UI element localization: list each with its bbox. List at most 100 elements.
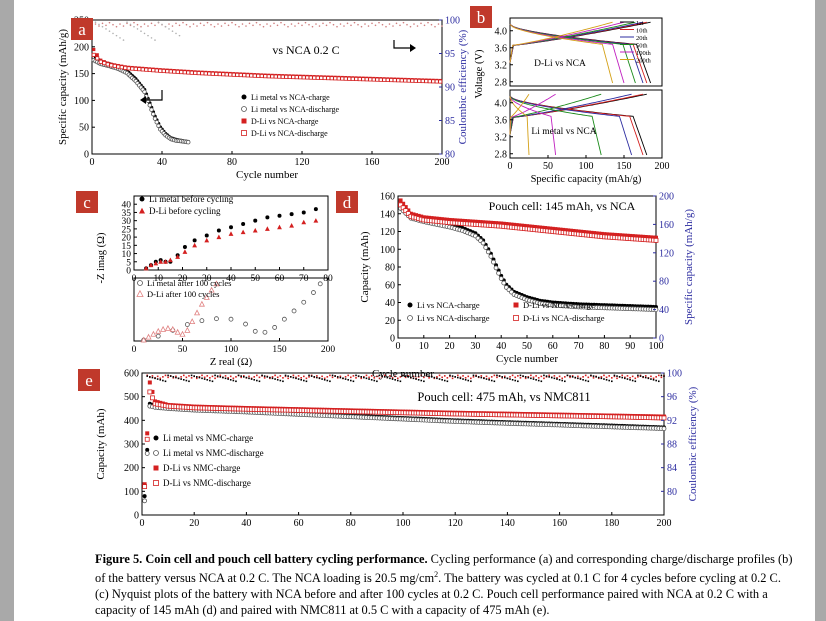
chart-a-ce-point xyxy=(238,25,240,28)
chart-e-ce-point xyxy=(449,375,451,378)
chart-d-y2label: Specific capacity (mAh/g) xyxy=(683,209,695,325)
chart-a-ce-point xyxy=(308,23,310,26)
chart-a-point xyxy=(354,77,359,82)
chart-e-point xyxy=(144,451,150,456)
chart-a-point xyxy=(270,74,275,79)
chart-d-y-tick-label: 160 xyxy=(380,192,395,203)
chart-e-ce-point xyxy=(428,377,430,379)
chart-a-ce-point xyxy=(217,23,219,25)
chart-e-ce-point xyxy=(237,374,240,377)
chart-e-ce-point xyxy=(276,379,279,381)
chart-c-xlabel: Z real (Ω) xyxy=(210,357,253,368)
chart-a-point xyxy=(189,70,194,75)
chart-a-x-tick-label: 80 xyxy=(227,157,237,168)
chart-e-ce-point xyxy=(263,377,266,379)
chart-e-ce-point xyxy=(185,376,188,379)
chart-e-ce-point xyxy=(156,375,159,378)
chart-e-ce-point xyxy=(626,375,629,377)
chart-c-top-y-tick-label: 30 xyxy=(122,217,132,227)
chart-e-ylabel: Capacity (mAh) xyxy=(95,408,107,480)
chart-a-point xyxy=(263,74,268,79)
chart-a-ce-point xyxy=(175,32,177,35)
chart-b-y-bottom-tick-label: 3.2 xyxy=(495,132,508,143)
chart-e-ce-point xyxy=(436,376,438,378)
chart-e-ce-point xyxy=(566,374,569,377)
chart-a-x-tick-label: 160 xyxy=(365,157,380,168)
chart-a-point xyxy=(294,75,299,80)
chart-a-point xyxy=(420,79,425,84)
chart-b-top-discharge-curve xyxy=(509,24,625,84)
chart-c-top-point xyxy=(182,249,188,254)
chart-d-point xyxy=(540,225,545,230)
chart-a-ce-point xyxy=(171,30,174,32)
chart-c-top-point xyxy=(192,238,197,243)
chart-a-ce-point xyxy=(112,32,114,35)
chart-a-point xyxy=(179,70,184,75)
chart-d-point xyxy=(574,229,579,234)
chart-d-point xyxy=(403,208,409,214)
chart-e-legend-item-label: D-Li vs NMC-discharge xyxy=(163,478,251,488)
chart-a-point xyxy=(322,76,327,81)
chart-c-bottom-point xyxy=(193,309,201,316)
chart-d-y-tick-label: 60 xyxy=(385,280,395,291)
chart-a-ce-point xyxy=(178,24,181,27)
chart-e-ce-point xyxy=(420,379,423,382)
chart-c-top-point xyxy=(216,228,221,233)
chart-a-ce-point xyxy=(283,23,286,26)
chart-e-ce-point xyxy=(378,377,381,380)
chart-e-ce-point xyxy=(258,376,261,379)
chart-d-point xyxy=(499,221,504,226)
chart-a-point xyxy=(336,76,341,81)
chart-e-ce-point xyxy=(553,377,556,380)
chart-e-ce-point xyxy=(404,376,407,379)
chart-a-point xyxy=(305,75,310,80)
chart-e-ce-point xyxy=(303,375,305,378)
chart-d-point xyxy=(599,231,604,236)
chart-c-top-y-tick-label: 0 xyxy=(126,267,131,277)
chart-c-top-point xyxy=(175,254,181,259)
chart-a-ce-point xyxy=(269,25,272,27)
chart-a-point xyxy=(312,75,317,80)
chart-c-bottom-legend-item-label: D-Li after 100 cycles xyxy=(147,289,219,299)
chart-c-bottom-point xyxy=(160,325,167,332)
chart-a-ce-point xyxy=(168,28,170,30)
chart-a-point xyxy=(151,68,156,73)
chart-e-ce-point xyxy=(256,374,258,377)
chart-c-bottom-point xyxy=(272,325,278,330)
chart-e-ce-point xyxy=(493,374,496,377)
chart-e-ce-point xyxy=(663,375,665,377)
chart-e-ce-point xyxy=(511,379,514,381)
chart-e-ce-point xyxy=(222,376,224,379)
chart-e-ce-point xyxy=(438,374,441,377)
chart-a-ce-point xyxy=(395,22,398,25)
chart-a-point xyxy=(168,69,173,74)
chart-a-y2-tick-label: 90 xyxy=(445,83,455,94)
figure-panel-d: 0 10 20 30 40 50 60 70 80 90 100 0 20 40 60 80 100 120 140… xyxy=(330,188,718,370)
chart-e-point xyxy=(150,389,155,394)
chart-c-bottom-point xyxy=(243,321,248,327)
chart-e-ce-point xyxy=(530,377,532,380)
chart-e-ce-point xyxy=(480,376,483,379)
chart-d-ylabel: Capacity (mAh) xyxy=(359,231,371,303)
chart-a-ce-point xyxy=(399,24,401,27)
chart-a-ce-point xyxy=(413,23,415,25)
chart-e-ce-point xyxy=(274,374,276,377)
chart-d-point xyxy=(481,220,486,225)
chart-c-top-point xyxy=(277,224,282,230)
chart-e-ce-point xyxy=(556,378,558,380)
chart-d-legend-item-marker xyxy=(513,302,519,308)
chart-d-point xyxy=(628,233,633,238)
chart-a-ce-point xyxy=(150,22,153,25)
chart-a-point xyxy=(291,75,296,80)
chart-b-y-top-tick-label: 3.2 xyxy=(495,60,508,71)
chart-b-frame-bottom xyxy=(509,89,663,159)
chart-d-point xyxy=(576,229,581,234)
chart-e-ce-point xyxy=(472,376,475,378)
chart-d-legend-item-marker xyxy=(513,315,519,321)
chart-c-top-y-tick-label: 40 xyxy=(122,201,132,211)
chart-e-x-tick-label: 160 xyxy=(552,518,567,529)
chart-a-point xyxy=(357,77,362,82)
chart-d-x-tick-label: 90 xyxy=(625,341,635,352)
chart-a-ce-point xyxy=(339,23,342,25)
chart-a-ce-point xyxy=(353,21,356,24)
